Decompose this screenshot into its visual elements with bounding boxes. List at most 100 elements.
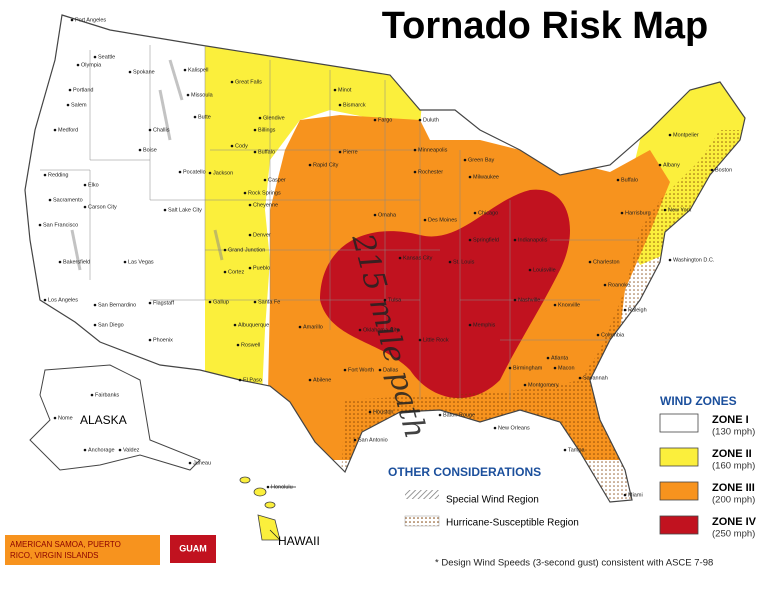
leader-lines [269, 486, 296, 541]
city-dot [353, 438, 357, 442]
city-label: Elko [88, 182, 99, 188]
title: Tornado Risk Map [382, 5, 709, 47]
city-label: Carson City [88, 204, 117, 210]
city-dot [508, 366, 512, 370]
city-dot [188, 461, 192, 465]
city-dot [308, 163, 312, 167]
city-dot [373, 118, 377, 122]
city-label: Buffalo [621, 177, 638, 183]
city-dot [66, 103, 70, 107]
city-dot [298, 325, 302, 329]
city-dot [43, 298, 47, 302]
region-label: ALASKA [80, 413, 127, 427]
city-dot [248, 266, 252, 270]
city-label: Houston [373, 409, 394, 415]
city-label: Montgomery [528, 382, 559, 388]
city-dot [138, 148, 142, 152]
city-label: Duluth [423, 117, 439, 123]
territory-box [170, 535, 216, 563]
city-dot [148, 128, 152, 132]
city-label: Denver [253, 232, 271, 238]
city-label: Honolulu [271, 484, 293, 490]
city-label: Portland [73, 87, 94, 93]
city-dot [358, 328, 362, 332]
city-dot [248, 203, 252, 207]
city-label: Montpelier [673, 132, 699, 138]
territory-label: AMERICAN SAMOA, PUERTO [10, 540, 121, 549]
city-dot [588, 260, 592, 264]
city-label: Kalispell [188, 67, 208, 73]
city-dot [93, 55, 97, 59]
legend-zone: ZONE III [712, 482, 755, 494]
city-label: San Bernardino [98, 302, 136, 308]
city-label: Santa Fe [258, 299, 280, 305]
city-label: Bakersfield [63, 259, 90, 265]
city-label: Roanoke [608, 282, 630, 288]
city-label: Nome [58, 415, 73, 421]
city-dot [258, 116, 262, 120]
city-label: Chicago [478, 210, 498, 216]
legend-zone: ZONE IV [712, 516, 757, 528]
city-label: Valdez [123, 447, 140, 453]
city-dot [193, 115, 197, 119]
city-label: Birmingham [513, 365, 543, 371]
city-dot [58, 260, 62, 264]
city-label: Billings [258, 127, 276, 133]
city-dot [236, 343, 240, 347]
city-dot [230, 80, 234, 84]
city-label: St. Louis [453, 259, 475, 265]
city-dot [523, 383, 527, 387]
city-dot [266, 485, 270, 489]
city-dot [243, 191, 247, 195]
city-dot [448, 260, 452, 264]
city-dot [208, 300, 212, 304]
city-label: Rock Springs [248, 190, 281, 196]
legend-speed: (250 mph) [712, 529, 755, 540]
city-dot [308, 378, 312, 382]
dots-swatch [404, 515, 440, 527]
city-dot [93, 303, 97, 307]
city-dot [513, 238, 517, 242]
legend-zone: ZONE II [712, 448, 752, 460]
city-dot [398, 256, 402, 260]
city-label: Pueblo [253, 265, 270, 271]
city-label: Macon [558, 365, 575, 371]
consideration-item: Hurricane-Susceptible Region [446, 518, 579, 529]
city-dot [83, 205, 87, 209]
city-dot [93, 323, 97, 327]
city-label: Los Angeles [48, 297, 78, 303]
city-label: El Paso [243, 377, 262, 383]
city-label: New York [668, 207, 691, 213]
city-label: Casper [268, 177, 286, 183]
city-label: Redding [48, 172, 69, 178]
city-label: Kansas City [403, 255, 433, 261]
city-label: Seattle [98, 54, 115, 60]
legend-swatch [659, 515, 699, 535]
city-label: Minneapolis [418, 147, 448, 153]
city-dot [623, 308, 627, 312]
city-dot [233, 323, 237, 327]
city-dot [383, 298, 387, 302]
city-label: Rochester [418, 169, 443, 175]
city-dot [128, 70, 132, 74]
city-label: Raleigh [628, 307, 647, 313]
city-label: Memphis [473, 322, 496, 328]
city-dot [48, 198, 52, 202]
city-dot [623, 493, 627, 497]
city-label: Columbia [601, 332, 625, 338]
city-dot [438, 413, 442, 417]
city-label: Juneau [193, 460, 211, 466]
city-dot [68, 88, 72, 92]
city-label: Roswell [241, 342, 260, 348]
city-dot [183, 68, 187, 72]
city-dot [463, 158, 467, 162]
city-label: Cheyenne [253, 202, 278, 208]
city-label: Nashville [518, 297, 540, 303]
city-label: Boise [143, 147, 157, 153]
legend-swatch [659, 481, 699, 501]
city-label: Great Falls [235, 79, 262, 85]
city-label: Charleston [593, 259, 620, 265]
city-dot [468, 238, 472, 242]
city-label: Washington D.C. [673, 257, 715, 263]
city-label: Dallas [383, 367, 399, 373]
